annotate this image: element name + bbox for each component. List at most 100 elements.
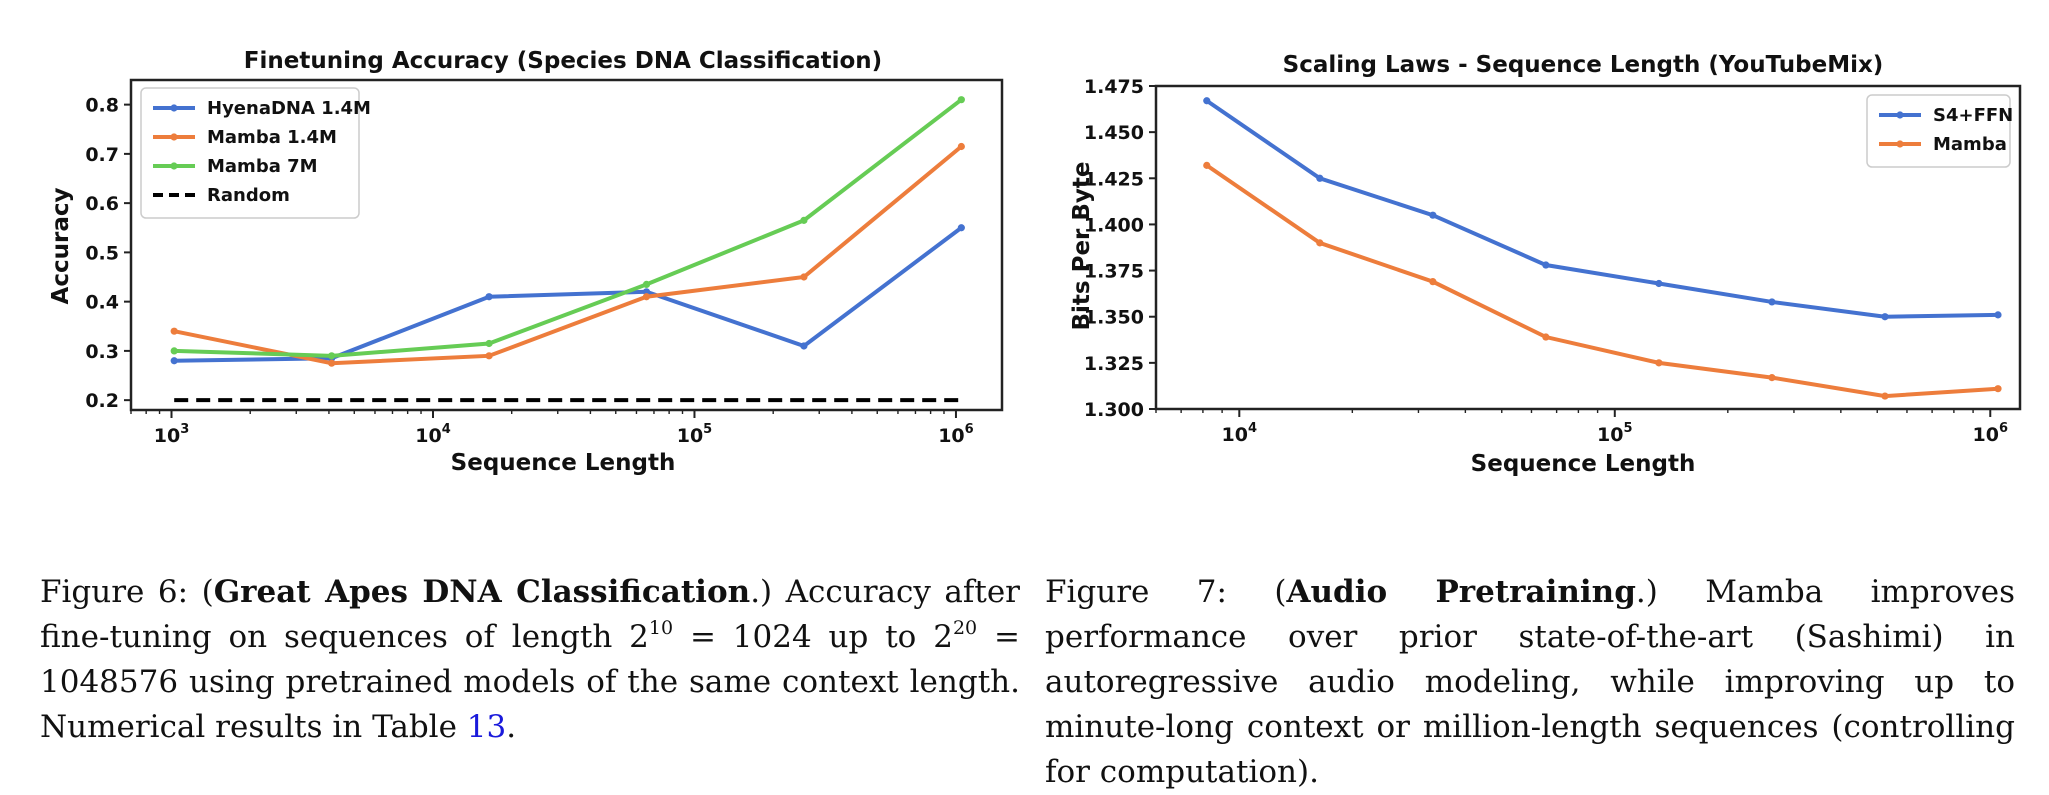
figure7-point-s4-ffn [1203, 97, 1211, 105]
figure6-legend-label-mamba-1-4m: Mamba 1.4M [207, 127, 337, 148]
figure7-caption-prefix: Figure 7: ( [1045, 574, 1287, 610]
figure6-point-mamba-1-4m [642, 293, 651, 301]
figure6-series-line-mamba-1-4m [173, 144, 963, 366]
figure7-point-mamba [1881, 392, 1889, 400]
table-13-link[interactable]: 13 [466, 709, 507, 745]
figure6-ytick-label: 0.6 [85, 193, 119, 215]
figure6-point-hyenadna-1-4m [485, 293, 493, 301]
figure6-point-mamba-7m [957, 96, 965, 104]
figure6-ytick-label: 0.3 [85, 341, 119, 363]
figure6-ytick-label: 0.5 [85, 242, 119, 264]
figure6-ytick-label: 0.7 [85, 144, 119, 166]
figure7-ytick-label: 1.425 [1084, 168, 1144, 190]
figure6-xtick-label: 103 [154, 422, 190, 447]
figure6-legend-label-random: Random [207, 185, 290, 206]
figure6-caption-text4: . [506, 709, 517, 745]
figure6-legend-label-hyenadna-1-4m: HyenaDNA 1.4M [207, 98, 371, 119]
figure7-point-mamba [1316, 239, 1324, 247]
figure7-point-mamba [1429, 278, 1437, 286]
figure7-caption-bold: Audio Pretraining [1286, 574, 1636, 610]
figure7-legend: S4+FFN Mamba [1866, 94, 2013, 168]
figure7-point-s4-ffn [1881, 313, 1889, 321]
figure6-ytick-label: 0.4 [85, 292, 119, 314]
figure6-caption: Figure 6: (Great Apes DNA Classification… [40, 570, 1020, 750]
figure7-ytick-label: 1.400 [1084, 214, 1144, 236]
figure6-caption-prefix: Figure 6: ( [40, 574, 214, 610]
figure6-point-mamba-7m [800, 216, 808, 224]
figure6-point-mamba-1-4m [957, 142, 965, 151]
figure6-xtick-label: 105 [677, 422, 713, 447]
figure6-point-mamba-7m [485, 339, 493, 348]
figure6-legend-marker-mamba-7m [170, 162, 178, 170]
figure6-caption-sup2: 20 [952, 617, 978, 639]
figure6-point-mamba-1-4m [170, 327, 178, 335]
figure7-xtick-label: 106 [1973, 421, 2009, 446]
figure6-title: Finetuning Accuracy (Species DNA Classif… [244, 48, 882, 74]
figure6-point-mamba-7m [170, 347, 178, 355]
figure6-point-hyenadna-1-4m [642, 288, 651, 296]
figure6-ylabel: Accuracy [48, 188, 74, 305]
figure6-xtick-label: 104 [415, 422, 451, 447]
figure7-point-s4-ffn [1655, 279, 1663, 288]
figure6-xlabel: Sequence Length [451, 450, 676, 476]
figure6-point-hyenadna-1-4m [957, 224, 965, 232]
figure7-caption-text1: .) Mamba improves performance over prior… [1045, 574, 2015, 790]
figure7-point-s4-ffn [1994, 311, 2002, 319]
figure6-plot-frame [129, 78, 1004, 412]
figure6-caption-text2: = 1024 up to 2 [673, 619, 953, 655]
figure6-ytick-label: 0.2 [85, 390, 119, 412]
figure7-chart: Scaling Laws - Sequence Length (YouTubeM… [1069, 52, 2022, 477]
figure7-plot-frame [1154, 84, 2022, 411]
figure6-point-mamba-7m [328, 352, 336, 360]
figure7-point-mamba [1203, 161, 1211, 169]
figure6-caption-text1: .) Accuracy after fine-tuning on sequenc… [40, 574, 1020, 655]
figure7-plot: 1.300 1.325 1.350 1.375 1.400 1.425 1.450 1.475… [1084, 76, 2022, 446]
figure6-legend: HyenaDNA 1.4M Mamba 1.4M Mamba 7M Random [140, 87, 371, 219]
figure6-caption-sup1: 10 [648, 617, 674, 639]
figure6-caption-bold: Great Apes DNA Classification [213, 574, 751, 610]
figure6-point-hyenadna-1-4m [800, 342, 808, 350]
figure7-legend-marker-s4-ffn [1896, 111, 1904, 119]
figure6-legend-label-mamba-7m: Mamba 7M [207, 156, 318, 177]
figure6-plot: 0.2 0.3 0.4 0.5 0.6 0.7 0.8 103 104 105 106 HyenaDN… [85, 78, 1004, 447]
figure7-ylabel: Bits Per Byte [1069, 161, 1095, 330]
figure6-legend-marker-mamba-1-4m [170, 133, 178, 141]
figure7-title: Scaling Laws - Sequence Length (YouTubeM… [1283, 52, 1884, 78]
figure6-legend-box [140, 87, 360, 219]
figure7-point-mamba [1768, 374, 1776, 382]
figure6-xtick-label: 106 [938, 422, 974, 447]
figure7-ytick-label: 1.350 [1084, 307, 1144, 329]
figure7-legend-label-s4-ffn: S4+FFN [1933, 105, 2013, 126]
figure7-series-line-s4-ffn [1205, 99, 1999, 319]
figure6-series-line-hyenadna-1-4m [174, 226, 963, 363]
figure7-xtick-label: 105 [1597, 421, 1633, 446]
figure6-point-mamba-7m [642, 280, 651, 289]
figure6-legend-marker-hyenadna-1-4m [170, 104, 178, 112]
figure6-chart: Finetuning Accuracy (Species DNA Classif… [48, 48, 1004, 476]
figure7-point-s4-ffn [1542, 261, 1550, 269]
figure7-point-mamba [1994, 385, 2002, 393]
figure7-point-s4-ffn [1429, 211, 1437, 219]
figure7-ytick-label: 1.300 [1084, 399, 1144, 421]
figure7-ytick-label: 1.475 [1084, 76, 1144, 98]
figure6-series-line-mamba-7m [174, 98, 963, 358]
figure7-xlabel: Sequence Length [1471, 451, 1696, 477]
figure7-caption: Figure 7: (Audio Pretraining.) Mamba imp… [1045, 570, 2015, 795]
figure7-ytick-label: 1.325 [1084, 353, 1144, 375]
figure7-legend-marker-mamba [1896, 140, 1904, 148]
figure6-point-hyenadna-1-4m [170, 357, 178, 365]
figure6-ytick-label: 0.8 [85, 95, 119, 117]
figure7-point-s4-ffn [1316, 174, 1324, 182]
figure6-point-mamba-1-4m [485, 352, 493, 360]
figure7-ytick-label: 1.450 [1084, 122, 1144, 144]
figure7-point-s4-ffn [1768, 298, 1776, 306]
figure7-ytick-label: 1.375 [1084, 261, 1144, 283]
figure7-point-mamba [1655, 359, 1663, 367]
figure7-point-mamba [1542, 333, 1550, 341]
figure7-legend-label-mamba: Mamba [1933, 134, 2007, 155]
figure7-series-line-mamba [1205, 163, 1999, 399]
figure6-point-mamba-1-4m [328, 359, 336, 367]
figure6-caption-text3: = 1048576 using pretrained models of the… [40, 619, 1020, 745]
figure6-point-mamba-1-4m [800, 273, 808, 281]
figure7-xtick-label: 104 [1222, 421, 1258, 446]
